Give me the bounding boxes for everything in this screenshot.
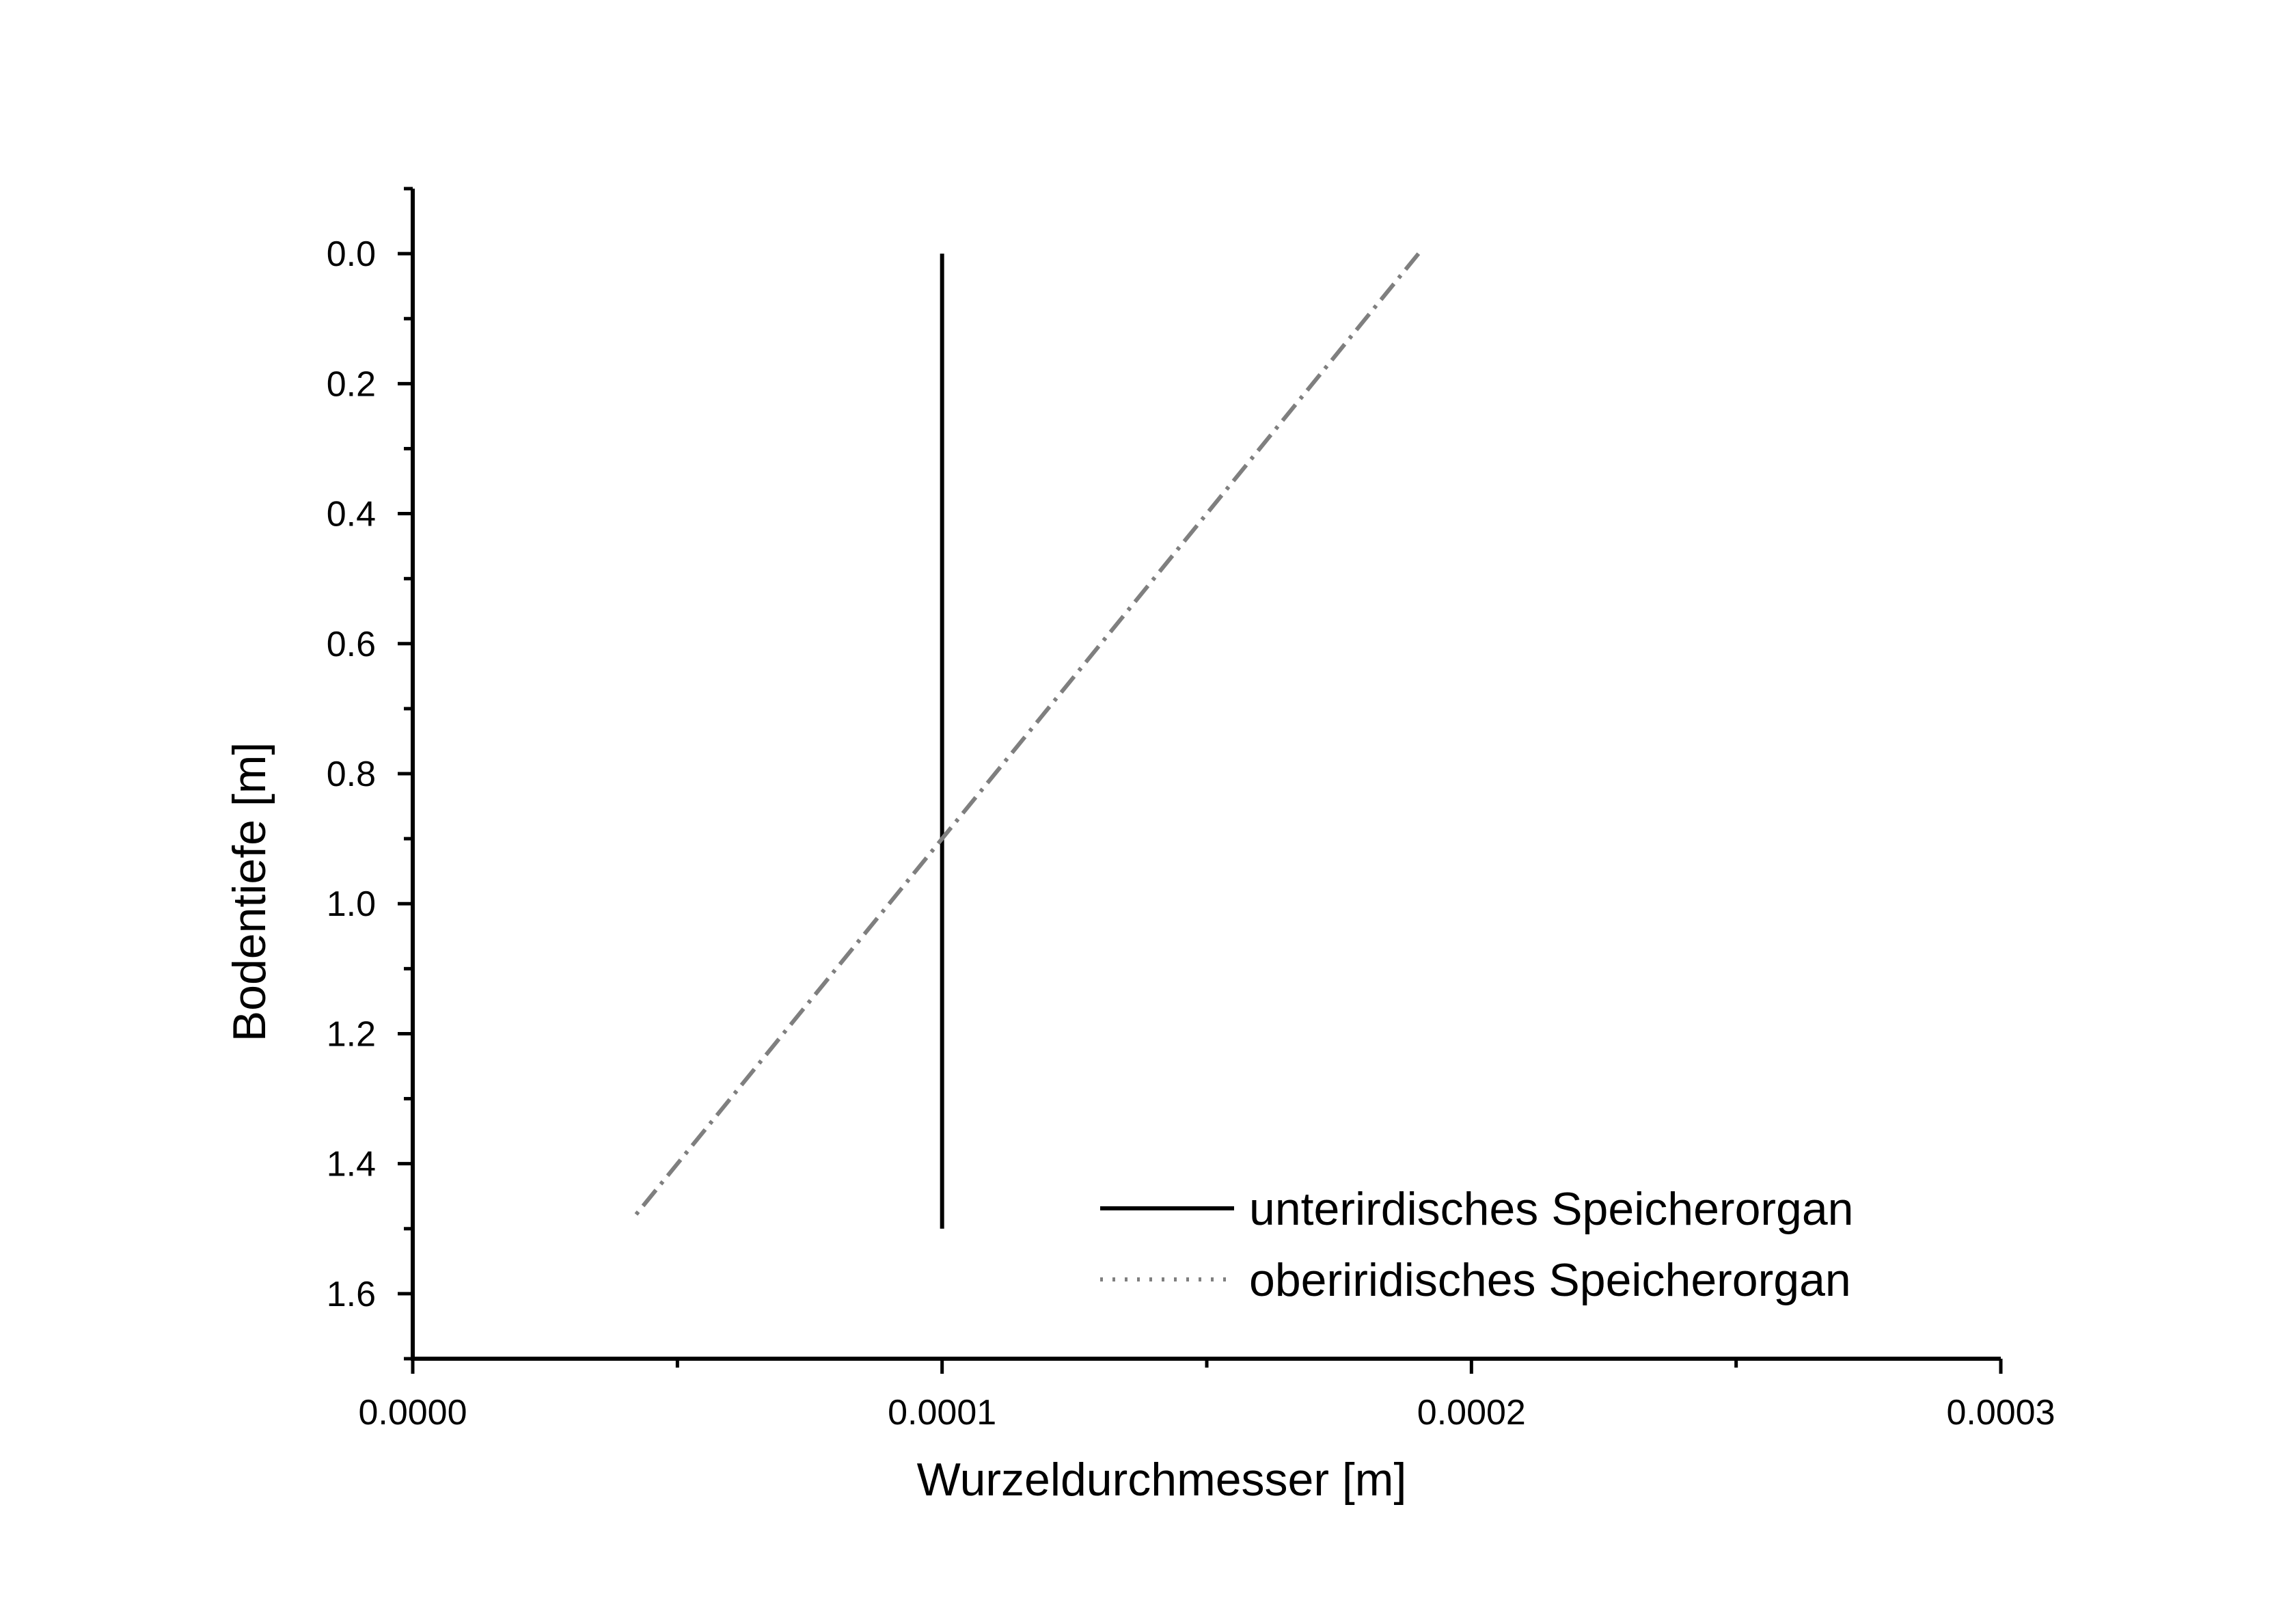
y-tick-label: 0.4 xyxy=(327,495,376,534)
y-tick-label: 0.2 xyxy=(327,364,376,404)
y-tick-label: 1.4 xyxy=(327,1145,376,1184)
legend-label-1: unterirdisches Speicherorgan xyxy=(1249,1183,1854,1235)
y-tick-label: 1.6 xyxy=(327,1275,376,1314)
y-tick-label: 0.0 xyxy=(327,234,376,274)
x-tick-label: 0.0000 xyxy=(358,1393,467,1433)
x-tick-label: 0.0002 xyxy=(1417,1393,1526,1433)
y-tick-label: 1.0 xyxy=(327,884,376,924)
series-layer xyxy=(633,252,1421,1229)
y-axis-title: Bodentiefe [m] xyxy=(223,742,275,1042)
y-tick-label: 1.2 xyxy=(327,1014,376,1054)
x-axis-title: Wurzeldurchmesser [m] xyxy=(917,1454,1407,1506)
y-tick-label: 0.8 xyxy=(327,755,376,794)
axes: 0.0000 0.0001 0.0002 0.0003 0.0 0.2 0.4 0.6 0.8 1… xyxy=(327,187,2055,1433)
legend-label-2: oberiridisches Speicherorgan xyxy=(1249,1254,1851,1306)
x-tick-label: 0.0001 xyxy=(888,1393,996,1433)
y-tick-label: 0.6 xyxy=(327,625,376,664)
legend: unterirdisches Speicherorgan oberiridisch… xyxy=(1100,1183,1854,1306)
x-tick-label: 0.0003 xyxy=(1946,1393,2055,1433)
series-line-2 xyxy=(633,252,1421,1217)
